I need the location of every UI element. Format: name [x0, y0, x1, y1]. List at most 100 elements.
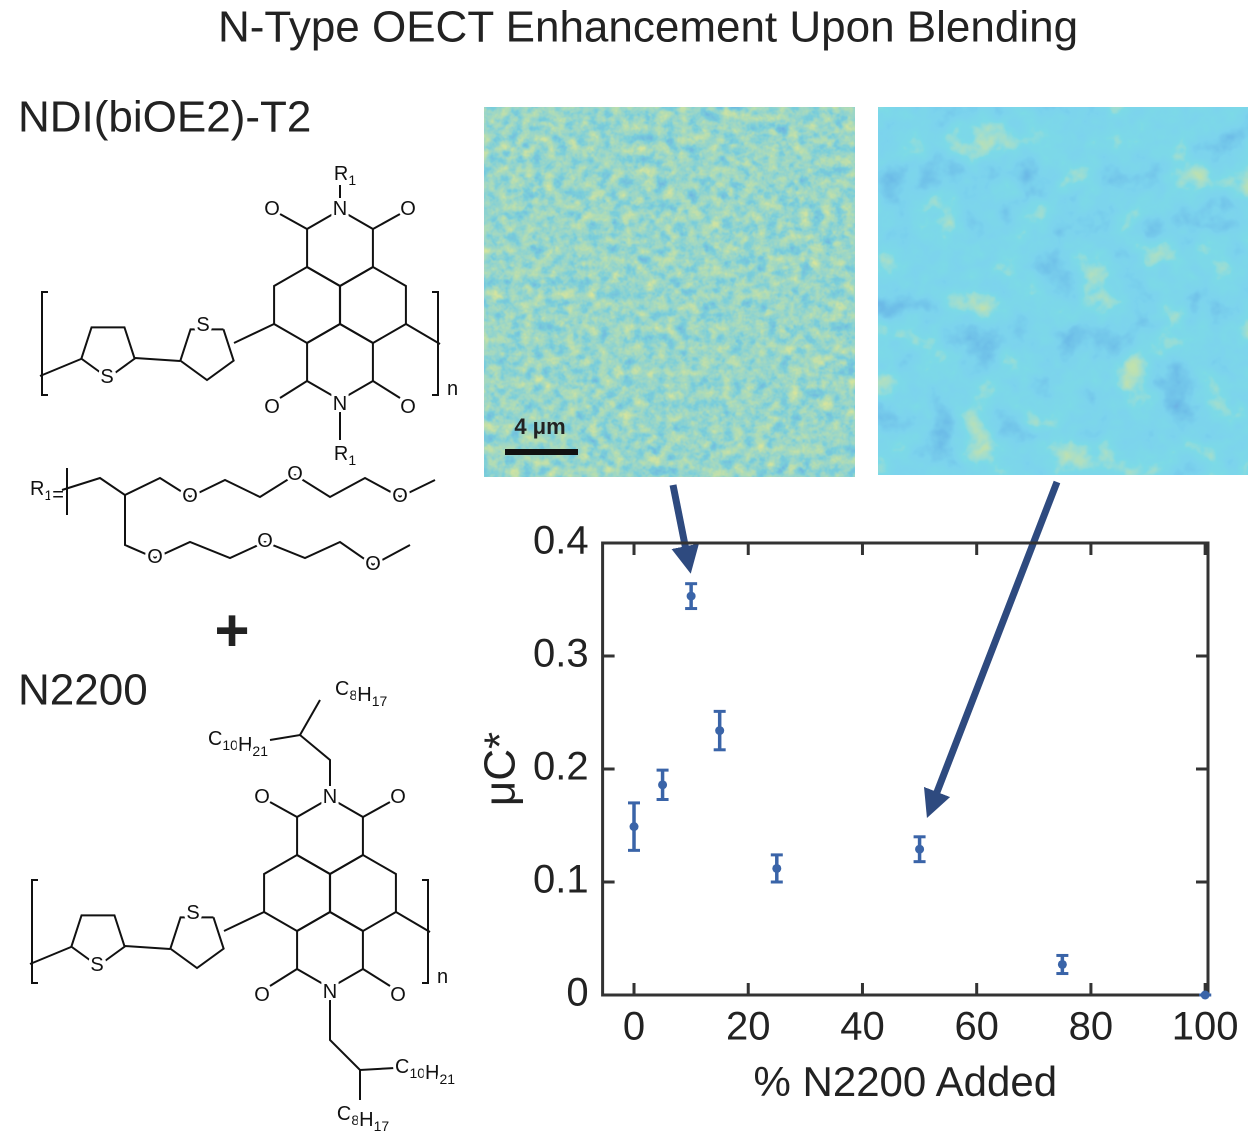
y-tick-label: 0.1	[533, 858, 589, 902]
bond	[329, 1000, 396, 1072]
bond	[124, 473, 436, 499]
y-tick-label: 0.4	[533, 519, 589, 563]
afm-image	[484, 107, 855, 477]
scale-bar-label: 4 μm	[514, 414, 565, 439]
atom-label: n	[447, 378, 458, 400]
y-tick-label: 0.3	[533, 632, 589, 676]
title: N-Type OECT Enhancement Upon Blending	[218, 3, 1078, 52]
atom-label: S	[186, 902, 199, 924]
atom-label: N	[333, 198, 347, 220]
point	[686, 591, 696, 601]
bond	[339, 265, 407, 345]
atom-label: O	[264, 396, 280, 418]
y-tick-label: 0	[566, 971, 588, 1015]
structure-name: NDI(biOE2)-T2	[18, 93, 311, 142]
bond	[70, 914, 126, 967]
atom-label: C10H21	[395, 1056, 455, 1086]
point	[1057, 959, 1067, 969]
bond	[223, 911, 265, 932]
y-axis-label: μC*	[476, 732, 525, 806]
atom-label: C8H17	[335, 678, 387, 708]
x-tick-label: 60	[954, 1005, 999, 1049]
plus-sign: +	[214, 597, 249, 664]
bond	[395, 911, 431, 933]
bond	[372, 213, 401, 230]
atom-label: O	[254, 786, 270, 808]
bond	[296, 796, 364, 876]
plot-frame	[601, 541, 1210, 997]
bond	[422, 879, 429, 984]
bond	[39, 358, 82, 377]
plot: 0 0.1 0.2 0.3 0.4 0 20 40 60 80 100 % N2200 Added μC…	[476, 519, 1239, 1106]
atom-label: O	[147, 546, 163, 568]
bond	[31, 879, 38, 984]
atom-label: O	[400, 198, 416, 220]
bond	[432, 291, 439, 396]
bond	[41, 291, 48, 396]
point	[658, 780, 668, 790]
bond	[405, 323, 441, 345]
y-tick-label: 0.2	[533, 745, 589, 789]
atom-label: O	[365, 553, 381, 575]
bond	[134, 357, 181, 362]
atom-label: O	[254, 984, 270, 1006]
atom-label: O	[392, 485, 408, 507]
point	[715, 726, 725, 736]
arrow	[669, 484, 699, 574]
atom-label: C10H21	[208, 728, 268, 758]
point	[915, 844, 925, 854]
atom-label: R1	[334, 443, 356, 467]
point	[629, 822, 639, 832]
bond	[362, 801, 391, 818]
afm-image	[878, 107, 1248, 475]
x-tick-label: 40	[840, 1005, 885, 1049]
bond	[299, 699, 321, 736]
bond	[296, 910, 364, 990]
bond	[372, 380, 401, 399]
bond	[269, 968, 298, 987]
atom-label: S	[100, 366, 113, 388]
bond	[269, 801, 298, 818]
bond	[263, 853, 331, 933]
x-tick-label: 0	[623, 1005, 645, 1049]
structure-name: N2200	[18, 666, 148, 715]
atom-label: O	[390, 786, 406, 808]
bond	[273, 265, 341, 345]
bond	[306, 322, 374, 402]
bond	[169, 916, 225, 970]
bond	[279, 213, 308, 230]
atom-label: n	[437, 966, 448, 988]
bond	[80, 326, 136, 379]
point	[772, 863, 782, 873]
atom-label: S	[196, 314, 209, 336]
bond	[329, 853, 397, 933]
bond	[179, 328, 235, 382]
bond	[233, 323, 275, 344]
atom-label: C8H17	[337, 1103, 389, 1133]
point	[1200, 990, 1210, 1000]
x-axis-label: % N2200 Added	[754, 1058, 1058, 1105]
atom-label: R1	[334, 163, 356, 187]
atom-label: N	[323, 786, 337, 808]
x-tick-label: 80	[1069, 1005, 1114, 1049]
bond	[306, 208, 374, 288]
atom-label: N	[323, 981, 337, 1003]
atom-label: R1=	[30, 478, 64, 506]
bond	[362, 968, 391, 987]
bond	[279, 380, 308, 399]
bond	[61, 476, 411, 567]
x-tick-label: 100	[1172, 1005, 1239, 1049]
atom-label: O	[182, 485, 198, 507]
arrow	[923, 480, 1061, 819]
atom-label: O	[390, 984, 406, 1006]
atom-label: O	[287, 463, 303, 485]
atom-label: N	[333, 393, 347, 415]
atom-label: S	[90, 954, 103, 976]
bond	[269, 733, 331, 786]
atom-label: O	[264, 198, 280, 220]
atom-label: O	[400, 396, 416, 418]
atom-label: O	[257, 530, 273, 552]
bond	[29, 946, 72, 965]
